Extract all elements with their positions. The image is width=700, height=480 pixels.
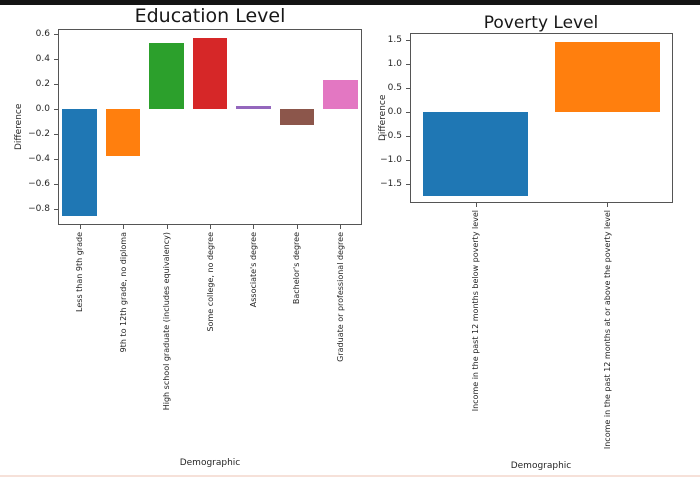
y-tick-label: 1.0 (387, 59, 402, 70)
bar (554, 41, 660, 113)
y-tick-label: 0.0 (387, 107, 402, 118)
bar (192, 37, 228, 109)
x-category-label: Bachelor's degree (292, 232, 302, 305)
y-tick-label: −0.4 (28, 153, 50, 164)
chart-title: Education Level (134, 5, 286, 27)
y-tick-mark (406, 184, 410, 186)
y-tick-label: 0.0 (35, 103, 50, 114)
x-axis-title: Demographic (510, 461, 572, 471)
y-tick-label: 0.5 (387, 83, 402, 94)
y-tick-mark (54, 208, 58, 210)
x-category-label: Some college, no degree (205, 232, 215, 332)
bar (62, 108, 97, 217)
bar (149, 42, 184, 109)
x-tick-mark (166, 225, 168, 229)
y-tick-label: 0.2 (35, 78, 50, 89)
x-tick-mark (340, 225, 342, 229)
x-tick-mark (253, 225, 255, 229)
bar (105, 108, 141, 157)
y-tick-label: 0.4 (35, 54, 50, 64)
y-tick-mark (54, 133, 58, 135)
y-tick-label: −1.5 (380, 179, 402, 190)
x-category-label: High school graduate (includes equivalen… (162, 232, 172, 411)
x-tick-mark (475, 203, 477, 207)
x-tick-mark (79, 225, 81, 229)
x-category-label: Income in the past 12 months at or above… (602, 210, 612, 450)
y-tick-label: −0.2 (28, 128, 50, 139)
y-tick-mark (54, 183, 58, 185)
chart-title: Poverty Level (483, 13, 599, 33)
y-tick-label: 0.6 (35, 29, 50, 39)
y-tick-label: −1.0 (380, 155, 402, 166)
y-tick-mark (406, 136, 410, 138)
y-tick-label: 1.5 (387, 35, 402, 46)
bar (423, 112, 529, 197)
top-border (0, 0, 700, 5)
y-tick-mark (406, 160, 410, 162)
x-tick-mark (607, 203, 609, 207)
y-tick-mark (54, 108, 58, 110)
x-tick-mark (296, 225, 298, 229)
y-tick-label: −0.6 (28, 178, 50, 189)
y-tick-label: −0.8 (28, 203, 50, 214)
y-tick-mark (406, 88, 410, 90)
bar (236, 106, 271, 109)
x-category-label: Income in the past 12 months below pover… (471, 210, 481, 412)
y-tick-mark (406, 112, 410, 114)
x-tick-mark (123, 225, 125, 229)
y-tick-mark (406, 40, 410, 42)
y-tick-label: −0.5 (380, 131, 402, 142)
y-tick-mark (54, 158, 58, 160)
x-category-label: Graduate or professional degree (335, 232, 345, 362)
bar (279, 108, 315, 126)
x-category-label: 9th to 12th grade, no diploma (118, 232, 128, 353)
x-category-label: Less than 9th grade (75, 232, 85, 312)
x-category-label: Associate's degree (248, 232, 258, 308)
y-tick-mark (54, 83, 58, 85)
y-tick-mark (54, 34, 58, 35)
bar (322, 80, 358, 109)
bottom-accent-line (0, 475, 700, 477)
x-axis-title: Demographic (179, 458, 241, 468)
y-tick-mark (406, 64, 410, 66)
y-tick-mark (54, 59, 58, 60)
x-tick-mark (210, 225, 211, 229)
